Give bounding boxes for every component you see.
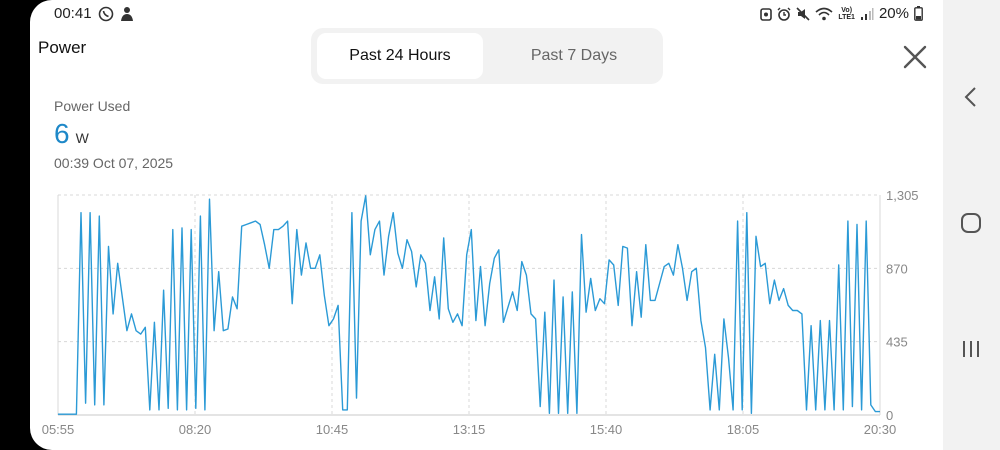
- power-used-value: 6 W: [54, 118, 89, 150]
- x-tick-label: 15:40: [590, 422, 623, 437]
- notification-icon: [120, 6, 133, 21]
- close-button[interactable]: [900, 42, 930, 72]
- status-bar-right: Vo) LTE1 20%: [760, 5, 923, 22]
- time-range-toggle: Past 24 Hours Past 7 Days: [311, 28, 663, 84]
- y-tick-label: 435: [886, 335, 908, 350]
- x-tick-label: 20:30: [864, 422, 897, 437]
- status-bar-left: 00:41: [54, 5, 134, 22]
- mute-icon: [796, 6, 810, 21]
- x-tick-label: 10:45: [316, 422, 349, 437]
- x-tick-label: 05:55: [42, 422, 75, 437]
- tab-past-24-hours[interactable]: Past 24 Hours: [317, 33, 483, 79]
- tab-past-7-days[interactable]: Past 7 Days: [530, 47, 618, 64]
- y-tick-label: 870: [886, 261, 908, 276]
- home-icon: [961, 213, 981, 233]
- lte-indicator: Vo) LTE1: [838, 6, 855, 21]
- wifi-icon: [815, 7, 833, 20]
- status-time: 00:41: [54, 5, 92, 22]
- back-button[interactable]: [958, 84, 984, 115]
- system-navigation-bar: [943, 0, 1000, 450]
- recents-button[interactable]: [958, 336, 984, 367]
- power-timestamp: 00:39 Oct 07, 2025: [54, 155, 174, 171]
- y-tick-label: 0: [886, 408, 893, 423]
- power-chart: 0 435 870 1,305 05:55 08:20 10:45 13:15 15:40 18:…: [42, 188, 919, 437]
- alarm-icon: [777, 7, 791, 21]
- app-screen: 00:41: [30, 0, 943, 450]
- x-tick-label: 18:05: [727, 422, 760, 437]
- x-tick-label: 08:20: [179, 422, 212, 437]
- power-value-number: 6: [54, 118, 70, 149]
- save-mode-icon: [760, 7, 773, 21]
- page-title: Power: [38, 38, 87, 57]
- back-icon: [964, 87, 976, 107]
- home-button[interactable]: [958, 210, 984, 241]
- x-tick-label: 13:15: [453, 422, 486, 437]
- power-series-line: [58, 195, 880, 415]
- battery-percent: 20%: [878, 5, 909, 22]
- power-value-unit: W: [75, 130, 89, 146]
- power-used-label: Power Used: [54, 98, 131, 114]
- viber-icon: [98, 6, 113, 21]
- close-icon: [903, 45, 927, 69]
- battery-icon: [914, 6, 923, 21]
- y-tick-label: 1,305: [886, 188, 919, 203]
- recents-icon: [963, 341, 979, 357]
- signal-icon: [860, 7, 874, 20]
